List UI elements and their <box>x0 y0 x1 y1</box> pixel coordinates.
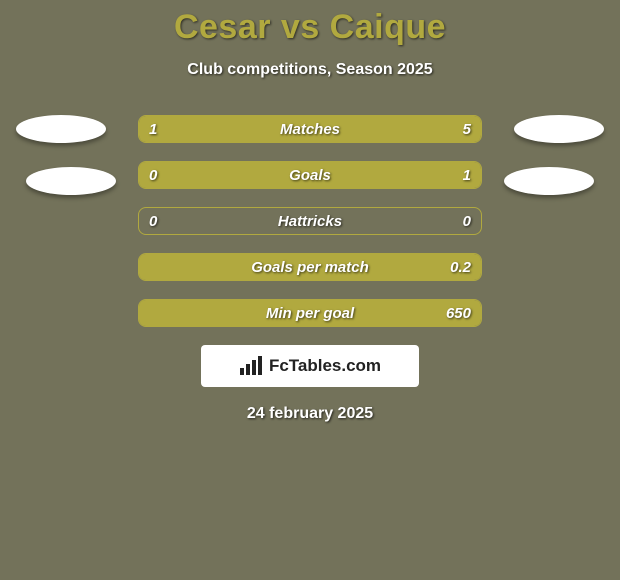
player-left-avatar-1 <box>16 115 106 143</box>
player-left-avatar-2 <box>26 167 116 195</box>
player-right-avatar-1 <box>514 115 604 143</box>
stat-row: 15Matches <box>138 115 482 143</box>
brand-badge: FcTables.com <box>201 345 419 387</box>
stat-row: 650Min per goal <box>138 299 482 327</box>
page-title: Cesar vs Caique <box>0 0 620 47</box>
subtitle: Club competitions, Season 2025 <box>0 61 620 79</box>
stat-row: 00Hattricks <box>138 207 482 235</box>
stat-label: Min per goal <box>139 300 481 326</box>
comparison-infographic: Cesar vs Caique Club competitions, Seaso… <box>0 0 620 580</box>
stat-row: 01Goals <box>138 161 482 189</box>
stat-label: Goals per match <box>139 254 481 280</box>
stat-label: Goals <box>139 162 481 188</box>
player-right-avatar-2 <box>504 167 594 195</box>
stat-bars: 15Matches 01Goals 00Hattricks 0.2Goals per … <box>138 115 482 327</box>
date-text: 24 february 2025 <box>0 405 620 423</box>
stat-row: 0.2Goals per match <box>138 253 482 281</box>
compare-area: 15Matches 01Goals 00Hattricks 0.2Goals per … <box>0 115 620 327</box>
stat-label: Matches <box>139 116 481 142</box>
brand-text: FcTables.com <box>269 356 381 376</box>
bars-icon <box>239 356 263 376</box>
stat-label: Hattricks <box>139 208 481 234</box>
